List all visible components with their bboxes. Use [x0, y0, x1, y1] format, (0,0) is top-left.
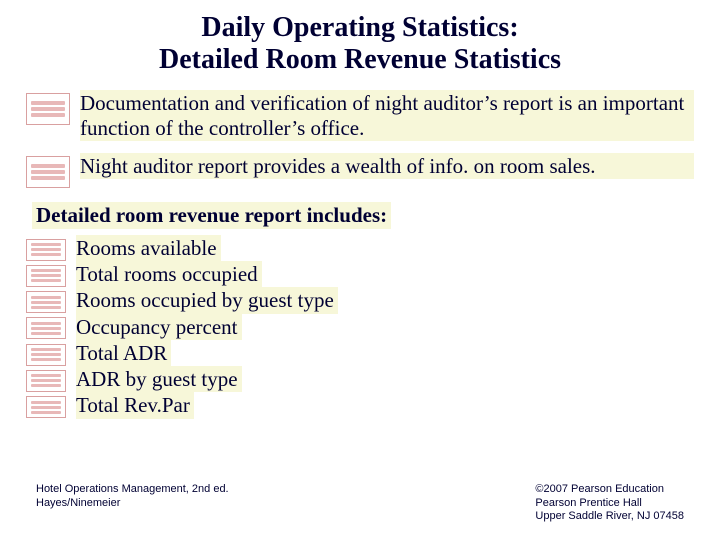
list-item-label: Total Rev.Par [76, 392, 194, 418]
bullet-row: Night auditor report provides a wealth o… [26, 153, 694, 188]
list-item-label: Total ADR [76, 340, 171, 366]
list-item: Total Rev.Par [26, 392, 694, 418]
slide-title: Daily Operating Statistics: Detailed Roo… [0, 0, 720, 76]
list-item-label: Occupancy percent [76, 314, 242, 340]
list-item-label: ADR by guest type [76, 366, 242, 392]
footer-right-line-2: Pearson Prentice Hall [535, 497, 684, 511]
footer-left: Hotel Operations Management, 2nd ed. Hay… [36, 483, 229, 524]
slide-footer: Hotel Operations Management, 2nd ed. Hay… [36, 483, 684, 524]
placeholder-icon [26, 291, 66, 313]
list-item: Occupancy percent [26, 314, 694, 340]
footer-right-line-1: ©2007 Pearson Education [535, 483, 684, 497]
footer-right-line-3: Upper Saddle River, NJ 07458 [535, 510, 684, 524]
bullet-row: Documentation and verification of night … [26, 90, 694, 141]
placeholder-icon [26, 317, 66, 339]
list-item: ADR by guest type [26, 366, 694, 392]
footer-right: ©2007 Pearson Education Pearson Prentice… [535, 483, 684, 524]
slide-content: Documentation and verification of night … [0, 76, 720, 418]
placeholder-icon [26, 396, 66, 418]
footer-left-line-2: Hayes/Ninemeier [36, 497, 229, 511]
title-line-1: Daily Operating Statistics: [0, 12, 720, 44]
bullet-text: Night auditor report provides a wealth o… [80, 153, 694, 179]
list-item-label: Rooms occupied by guest type [76, 287, 338, 313]
placeholder-icon [26, 93, 70, 125]
list-item: Total ADR [26, 340, 694, 366]
placeholder-icon [26, 344, 66, 366]
revenue-report-list: Rooms available Total rooms occupied Roo… [26, 235, 694, 419]
bullet-text: Documentation and verification of night … [80, 90, 694, 141]
placeholder-icon [26, 370, 66, 392]
list-item: Rooms available [26, 235, 694, 261]
footer-left-line-1: Hotel Operations Management, 2nd ed. [36, 483, 229, 497]
title-line-2: Detailed Room Revenue Statistics [0, 44, 720, 76]
subheading: Detailed room revenue report includes: [32, 202, 391, 229]
slide: Daily Operating Statistics: Detailed Roo… [0, 0, 720, 540]
placeholder-icon [26, 265, 66, 287]
list-item: Total rooms occupied [26, 261, 694, 287]
list-item-label: Total rooms occupied [76, 261, 262, 287]
list-item-label: Rooms available [76, 235, 221, 261]
subheading-wrap: Detailed room revenue report includes: [26, 198, 694, 233]
list-item: Rooms occupied by guest type [26, 287, 694, 313]
placeholder-icon [26, 156, 70, 188]
placeholder-icon [26, 239, 66, 261]
